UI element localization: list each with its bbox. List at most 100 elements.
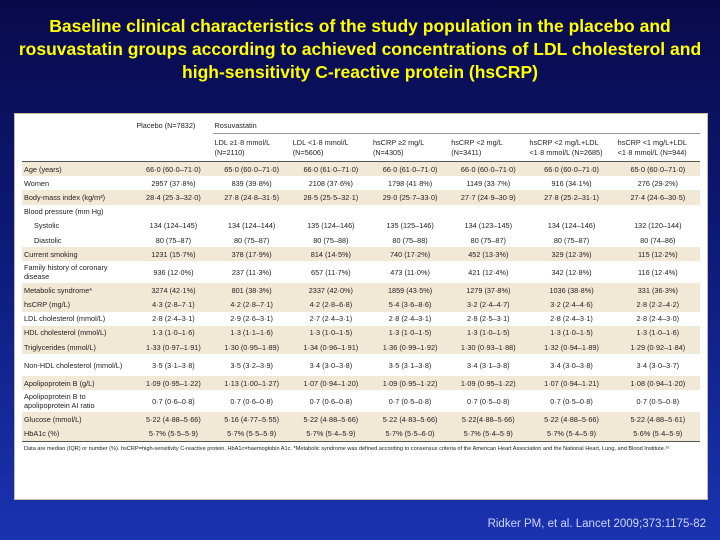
table-cell: 1·07 (0·94–1·21) [527,376,616,391]
table-row: Metabolic syndrome* 3274 (42·1%) 801 (38·3… [22,283,700,298]
table-cell: 4·2 (2·8–6·8) [290,297,371,312]
table-cell: 27·8 (25·2–31·1) [527,190,616,205]
table-cell: 1859 (43·5%) [370,283,450,298]
table-cell: 27·4 (24·6–30·5) [615,190,700,205]
table-cell: 5·22 (4·88–5·66) [134,412,213,427]
table-cell: 5·4 (3·6–8·6) [370,297,450,312]
table-cell: 1·3 (1·0–1·5) [449,325,528,341]
row-label: HbA1c (%) [22,426,135,442]
table-cell: 2·8 (2·4–3·1) [388,314,432,324]
table-row: Family history of coronary disease 936 (1… [22,261,700,283]
row-label: Current smoking [22,247,135,262]
table-cell: 740 (17·2%) [370,247,450,262]
table-cell: 1·3 (1·1–1·6) [212,325,291,341]
table-cell: 0·7 (0·6–0·8) [152,396,195,406]
table-cell: 3·5 (3·1–3·8) [388,360,432,370]
table-cell: 3·4 (3·0–3·8) [309,360,353,370]
table-row: Non-HDL cholesterol (mmol/L) 3·5 (3·1–3·8… [22,354,700,376]
table-cell: 1·30 (0·95–1·89) [212,340,291,355]
table-cell: 1231 (15·7%) [134,247,213,262]
row-label: Diastolic [34,235,62,245]
table-cell: 5·22 (4·88–5·61) [615,412,700,427]
header-cell-placebo: Placebo (N=7832) [136,121,196,131]
table-cell: 80 (75–87) [553,235,590,245]
table-row: Age (years) 66·0 (60·0–71·0) 65·0 (60·0–71… [22,161,700,177]
header-cell [22,118,134,134]
row-label: HDL cholesterol (mmol/L) [22,325,135,341]
table-cell: 1·34 (0·96–1·91) [290,340,371,355]
header-row-sub: LDL ≥1·8 mmol/L (N=2110) LDL <1·8 mmol/L … [22,133,700,162]
table-cell: 0·7 (0·5–0·8) [550,396,593,406]
table-cell: 801 (38·3%) [212,283,291,298]
table-cell: 1·29 (0·92–1·84) [615,340,700,355]
table-cell: 66·0 (60·0–71·0) [449,161,528,177]
table-cell: 1798 (41·8%) [387,178,433,188]
row-label: Blood pressure (mm Hg) [24,207,104,217]
table-row: LDL cholesterol (mmol/L) 2·8 (2·4–3·1) 2·9… [22,312,700,326]
table-cell: 65·0 (60·0–71·0) [615,161,700,177]
table-cell: 1·08 (0·94–1·20) [615,376,700,391]
table-cell: 1·36 (0·99–1·92) [370,340,450,355]
table-container: Placebo (N=7832) Rosuvastatin LDL ≥1·8 m… [22,118,700,453]
table-cell: 3·4 (3·0–3·8) [550,360,593,370]
table-cell: 1·09 (0·95–1·22) [449,376,528,391]
table-cell: 3274 (42·1%) [134,283,213,298]
row-label: hsCRP (mg/L) [22,297,135,312]
header-cell: hsCRP <2 mg/L+LDL <1·8 mmol/L (N=2685) [527,133,616,162]
table-row: HbA1c (%) 5·7% (5·5–5·9) 5·7% (5·5–5·9) 5·7… [22,426,700,442]
table-cell: 135 (125–146) [386,221,434,231]
table-cell: 116 (12·4%) [638,267,678,277]
table-cell: 1·09 (0·95–1·22) [134,376,213,391]
table-cell: 814 (14·5%) [290,247,371,262]
characteristics-table: Placebo (N=7832) Rosuvastatin LDL ≥1·8 m… [22,118,700,442]
table-cell: 1·3 (1·0–1·6) [615,325,700,341]
table-footnote: Data are median (IQR) or number (%). hsC… [24,445,670,452]
table-cell: 65·0 (60·0–71·0) [212,161,291,177]
table-cell: 2·8 (2·2–4·2) [615,297,700,312]
table-cell: 0·7 (0·5–0·8) [388,396,432,406]
table-row: Body-mass index (kg/m²) 28·4 (25·3–32·0) 2… [22,190,700,205]
table-cell: 0·7 (0·6–0·8) [309,396,353,406]
table-cell: 5·22(4·88–5·66) [449,412,528,427]
table-cell: 1·33 (0·97–1·91) [134,340,213,355]
row-label: Family history of coronary disease [24,263,108,282]
table-cell: 1·30 (0·93–1·88) [449,340,528,355]
table-row: Apolipoprotein B (g/L) 1·09 (0·95–1·22) 1·… [22,376,700,391]
table-cell [134,205,212,219]
table-cell: 839 (39·8%) [231,178,272,188]
header-cell: LDL <1·8 mmol/L (N=5606) [290,133,371,162]
row-label: Non-HDL cholesterol (mmol/L) [24,360,123,370]
table-cell: 5·7% (5·4–5·9) [449,426,528,442]
table-cell: 80 (75–87) [155,235,192,245]
table-cell: 5·22 (4·83–5·66) [370,412,450,427]
table-cell: 2·9 (2·6–3·1) [230,314,273,324]
table-cell [213,205,291,219]
citation: Ridker PM, et al. Lancet 2009;373:1175-8… [487,518,706,530]
table-cell: 1·32 (0·94–1·89) [527,340,616,355]
table-cell: 5·16 (4·77–5·55) [212,412,291,427]
table-cell: 5·22 (4·88–5·66) [527,412,616,427]
table-cell: 5·7% (5·4–5·9) [527,426,616,442]
table-cell: 1036 (38·8%) [527,283,616,298]
table-cell: 2·8 (2·5–3·1) [467,314,510,324]
header-cell: hsCRP <1 mg/L+LDL <1·8 mmol/L (N=944) [615,133,700,162]
table-cell: 342 (12·8%) [551,267,592,277]
table-cell: 2·8 (2·4–3·1) [152,314,195,324]
table-cell: 80 (74–86) [640,235,676,245]
row-label: Body-mass index (kg/m²) [22,190,135,205]
table-cell: 1279 (37·8%) [449,283,528,298]
table-cell: 4·3 (2·8–7·1) [134,297,213,312]
table-cell: 1·3 (1·0–1·6) [134,325,213,341]
header-cell: LDL ≥1·8 mmol/L (N=2110) [212,133,291,162]
table-row: Women 2957 (37·8%) 839 (39·8%) 2108 (37·6%)… [22,176,700,190]
table-row: Blood pressure (mm Hg) [22,205,700,219]
table-cell: 5·7% (5·5–6·0) [370,426,450,442]
table-cell: 378 (17·9%) [212,247,291,262]
table-cell: 1·3 (1·0–1·5) [527,325,616,341]
table-cell: 657 (11·7%) [311,267,351,277]
row-label: Metabolic syndrome* [22,283,135,298]
header-cell: hsCRP <2 mg/L (N=3411) [449,133,528,162]
table-row: Triglycerides (mmol/L) 1·33 (0·97–1·91) 1·… [22,340,700,355]
table-cell [527,205,615,219]
table-cell: 2·8 (2·4–3·1) [550,314,593,324]
